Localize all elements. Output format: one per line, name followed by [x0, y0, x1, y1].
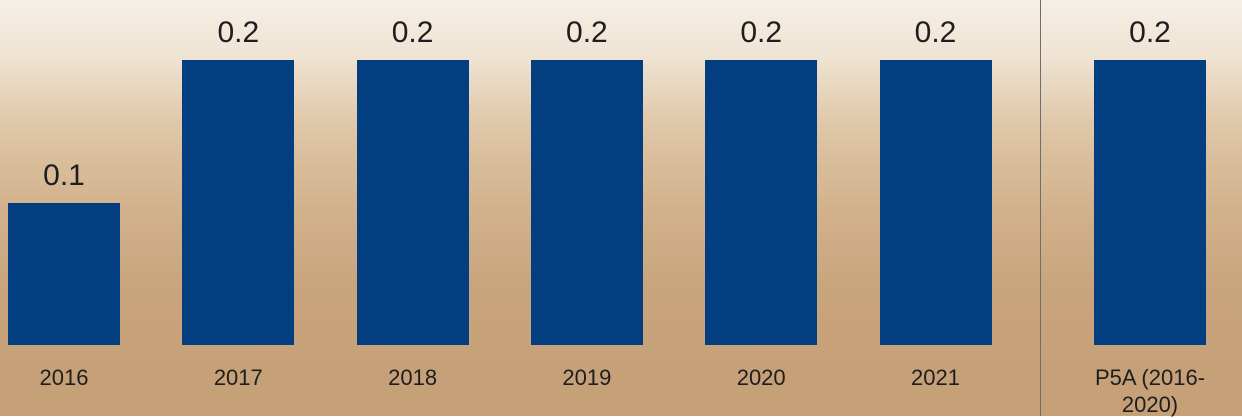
bar: [705, 60, 817, 345]
category-label: 2017: [168, 364, 308, 391]
value-label: 0.2: [168, 16, 308, 50]
value-label: 0.1: [0, 159, 134, 193]
category-label: 2018: [343, 364, 483, 391]
category-label: 2019: [517, 364, 657, 391]
value-label: 0.2: [517, 16, 657, 50]
bar: [8, 203, 120, 346]
bar: [357, 60, 469, 345]
value-label: 0.2: [1080, 16, 1220, 50]
bar: [880, 60, 992, 345]
category-label: 2021: [866, 364, 1006, 391]
value-label: 0.2: [866, 16, 1006, 50]
bar: [531, 60, 643, 345]
bar: [1094, 60, 1206, 345]
bar: [182, 60, 294, 345]
category-label: 2016: [0, 364, 134, 391]
category-label: P5A (2016-2020): [1080, 364, 1220, 418]
divider: [1040, 0, 1041, 416]
value-label: 0.2: [343, 16, 483, 50]
value-label: 0.2: [691, 16, 831, 50]
chart: 0.1 2016 0.2 2017 0.2 2018 0.2 2019 0.2 2020 0.2 20…: [0, 0, 1242, 416]
category-label: 2020: [691, 364, 831, 391]
